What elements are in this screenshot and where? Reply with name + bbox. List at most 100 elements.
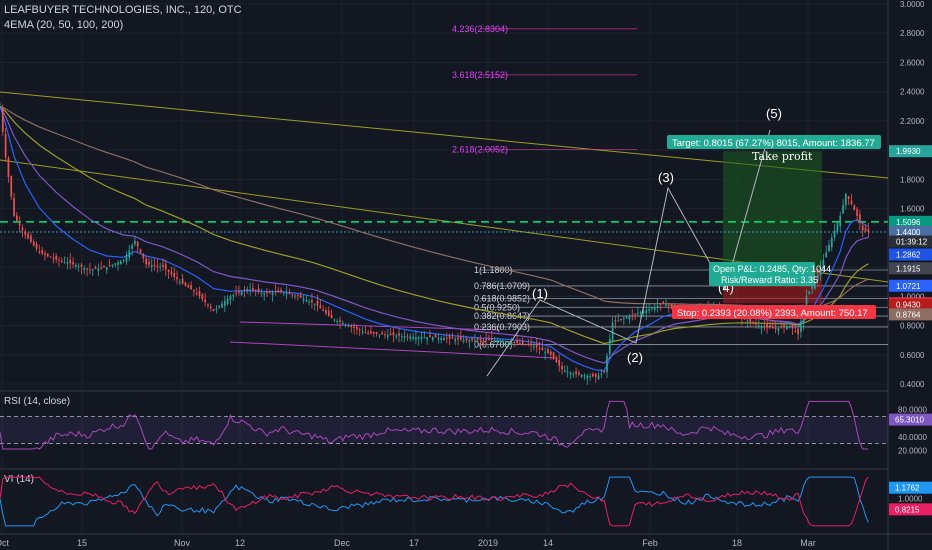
candle-body [367,332,369,334]
fib-level-label: 0.236(0.7903) [474,322,530,332]
candle-body [274,291,277,293]
candle-body [215,308,218,310]
candle-body [431,337,434,341]
price-axis-label-bg [889,279,932,292]
price-axis-label: 0.9430 [896,301,921,310]
candle-body [139,249,142,253]
candle-body [417,337,420,339]
candle-body [805,296,808,310]
candle-body [322,309,325,311]
candle-body [375,332,378,334]
candle-body [594,373,597,377]
candle-body [580,374,583,377]
candle-body [814,281,816,289]
candle-body [530,343,532,346]
vi-plus-bg [889,481,932,494]
candle-body [305,299,308,302]
candle-body [35,243,38,249]
fib-level-label: 0.5(0.9250) [474,302,520,312]
candle-body [561,365,563,370]
candle-body [808,291,811,295]
candle-body [569,372,572,375]
candle-body [257,288,260,292]
time-tick-label: 2019 [478,538,498,548]
price-axis-label-bg [889,298,932,311]
rsi-band [0,416,888,444]
candle-body [240,291,243,296]
candle-body [288,292,291,295]
candle-body [589,375,591,377]
candle-body [164,264,167,270]
candle-body [502,340,504,343]
candle-body [513,342,516,344]
y-tick-label: 1.8000 [900,175,925,184]
y-tick-label: 1.0000 [900,292,925,301]
candle-body [853,205,856,211]
candle-body [195,292,198,294]
candle-body [111,264,114,266]
candle-body [586,375,589,379]
candle-body [816,274,819,281]
price-axis-label: 1.1915 [896,264,921,273]
price-axis-label: 0.8764 [896,310,921,319]
candle-body [117,262,119,265]
chart-title: LEAFBUYER TECHNOLOGIES, INC., 120, OTC [4,4,242,16]
candle-body [221,303,223,308]
candle-body [845,194,847,206]
rsi-label: RSI (14, close) [4,396,70,407]
candle-body [519,343,521,345]
candle-body [83,268,86,270]
time-tick-label: 12 [235,538,245,548]
ema-100-line [0,105,869,345]
candle-body [150,265,153,267]
candle-body [91,269,94,271]
target-label-bg [667,135,881,149]
candle-body [358,329,361,331]
candle-body [794,331,797,333]
candle-body [277,290,280,293]
candle-body [94,267,97,270]
candle-body [167,269,170,272]
candle-body [80,264,83,268]
candle-body [847,196,850,200]
candle-body [842,204,844,214]
rsi-tick-label: 40.0000 [898,433,927,442]
price-axis-label: 1.2862 [896,250,921,259]
y-tick-label: 1.6000 [900,205,925,214]
price-axis-label-bg [889,215,932,228]
price-axis-label-bg [889,235,932,248]
price-axis-label: 1.4400 [896,228,921,237]
candle-body [440,337,443,340]
price-axis-label-bg [889,226,932,238]
candle-body [783,324,785,327]
candle-body [212,308,215,311]
candle-body [608,339,611,355]
candle-body [760,326,763,329]
time-tick-label: 17 [409,538,419,548]
candle-body [752,322,754,324]
candle-body [75,265,77,267]
candle-body [544,351,547,353]
candle-body [32,241,35,246]
candle-body [625,317,628,319]
candle-body [819,267,822,276]
candle-body [201,294,204,300]
vi-minus-label: 0.8215 [895,505,920,514]
candle-body [364,331,367,333]
candle-body [86,268,88,270]
candle-body [496,340,499,343]
candle-body [606,355,608,373]
price-axis-label: 1.9930 [896,147,921,156]
candle-body [409,336,412,339]
candle-body [850,200,853,205]
candle-body [628,316,631,320]
candle-body [1,107,4,132]
candle-body [356,326,358,330]
candle-body [187,285,190,288]
candle-body [836,223,839,232]
vi-minus-line [0,476,869,527]
candle-body [623,318,625,320]
candle-body [558,360,561,366]
candle-body [856,209,858,216]
